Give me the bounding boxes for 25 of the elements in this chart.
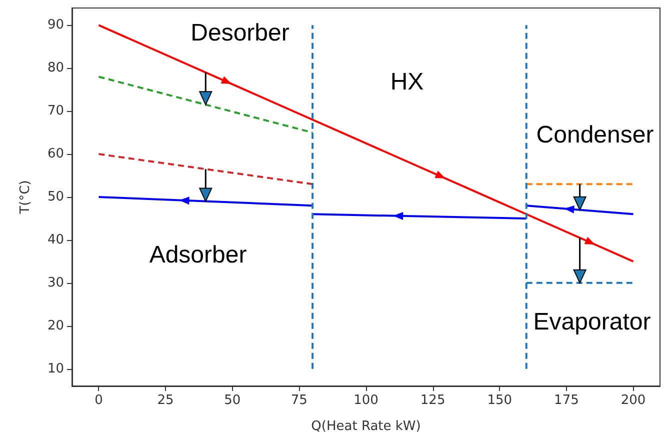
y-tick-label: 90 xyxy=(47,18,64,33)
x-tick-label: 75 xyxy=(290,393,308,408)
x-axis-title: Q(Heat Rate kW) xyxy=(311,419,421,434)
y-tick-label: 70 xyxy=(47,104,64,119)
x-tick-label: 150 xyxy=(487,393,512,408)
y-tick-label: 20 xyxy=(47,318,64,334)
x-tick-label: 175 xyxy=(554,393,579,408)
x-tick-label: 25 xyxy=(157,393,174,408)
annotation: Condenser xyxy=(536,122,654,148)
y-axis-title: T(°C) xyxy=(18,180,33,215)
x-tick-label: 50 xyxy=(224,393,241,408)
annotation: HX xyxy=(390,68,424,96)
x-tick-label: 0 xyxy=(94,393,103,408)
x-tick-label: 200 xyxy=(620,393,646,408)
annotation: Desorber xyxy=(190,20,290,46)
annotation: Evaporator xyxy=(533,308,651,336)
annotation: Adsorber xyxy=(149,242,247,268)
y-tick-label: 50 xyxy=(47,190,64,204)
y-tick-label: 10 xyxy=(47,361,64,376)
y-tick-label: 80 xyxy=(47,60,64,76)
y-tick-label: 30 xyxy=(47,275,64,290)
y-tick-label: 40 xyxy=(47,232,64,248)
y-tick-label: 60 xyxy=(47,146,64,162)
x-tick-label: 125 xyxy=(420,393,446,408)
x-tick-label: 100 xyxy=(354,393,378,408)
